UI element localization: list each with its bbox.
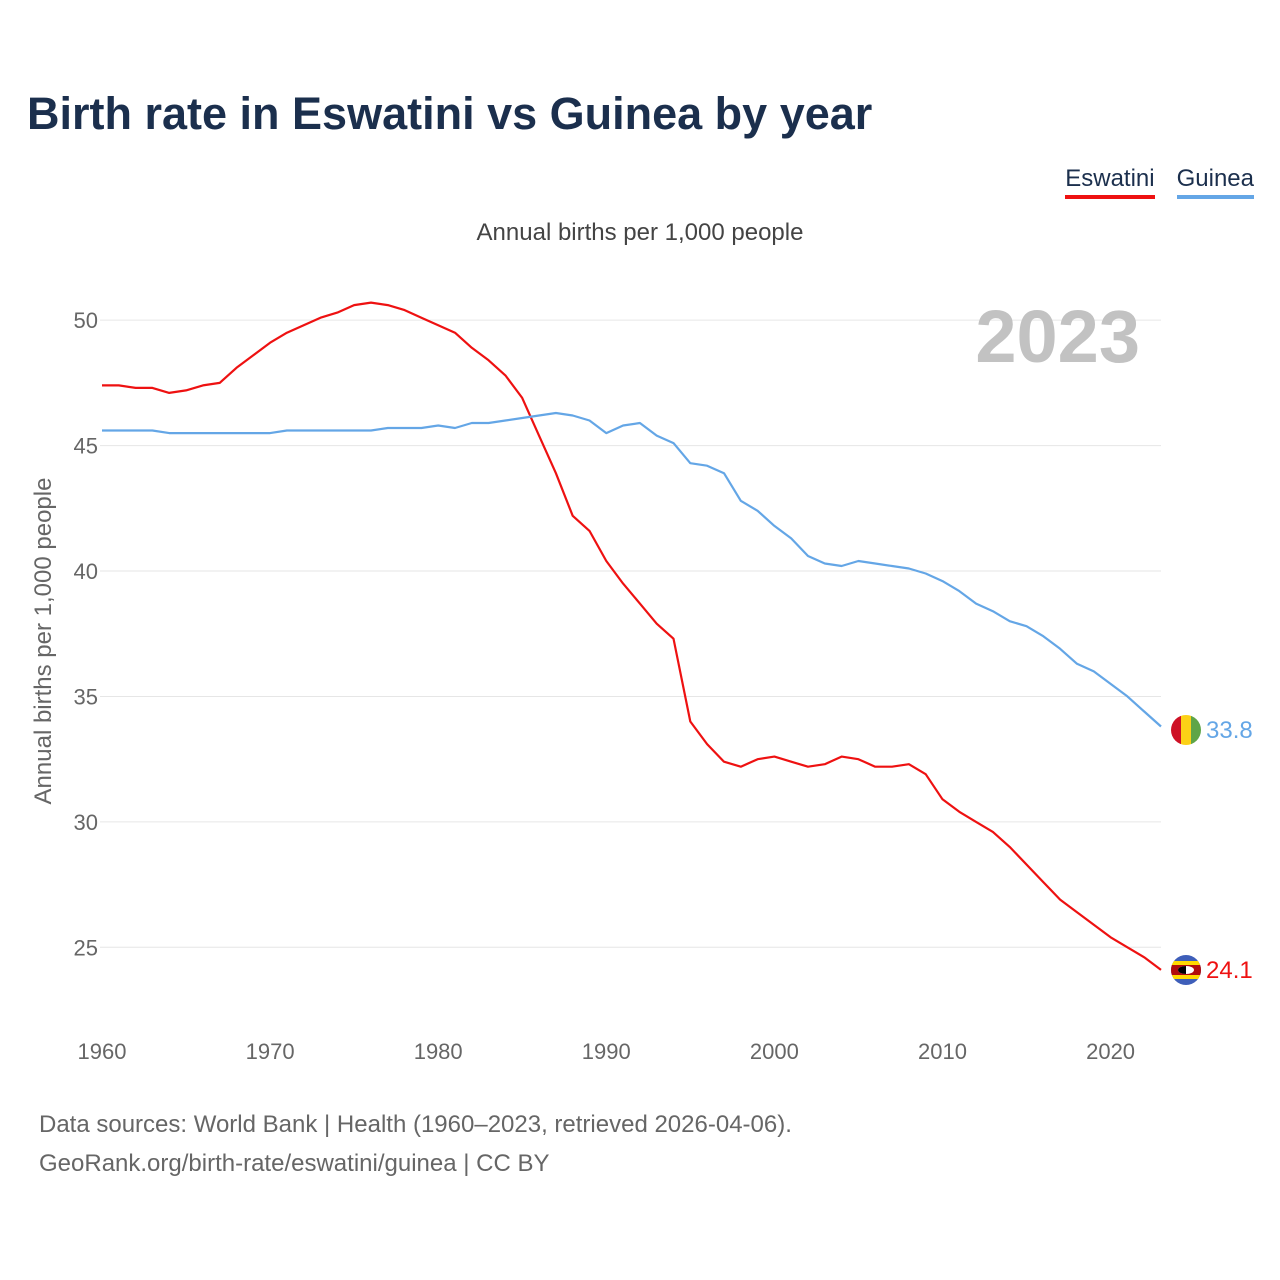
y-tick-label-50: 50: [74, 308, 98, 333]
x-tick-label-1960: 1960: [78, 1039, 127, 1064]
footer: Data sources: World Bank | Health (1960–…: [39, 1105, 792, 1183]
y-tick-label-35: 35: [74, 684, 98, 709]
legend: Eswatini Guinea: [1065, 165, 1254, 199]
chart-subtitle: Annual births per 1,000 people: [477, 219, 804, 246]
y-tick-label-45: 45: [74, 434, 98, 459]
legend-item-guinea[interactable]: Guinea: [1176, 165, 1254, 199]
series-lines: [102, 301, 1162, 971]
y-tick-label-30: 30: [74, 810, 98, 835]
year-watermark: 2023: [975, 295, 1140, 378]
series-line-guinea: [102, 411, 1162, 728]
footer-attribution: GeoRank.org/birth-rate/eswatini/guinea |…: [39, 1144, 792, 1183]
footer-license: | CC BY: [456, 1150, 550, 1177]
y-axis-label: Annual births per 1,000 people: [30, 478, 57, 805]
eswatini-flag-icon: [1171, 955, 1201, 985]
x-tick-label-2020: 2020: [1086, 1039, 1135, 1064]
y-tick-label-40: 40: [74, 559, 98, 584]
eswatini-end-label: 24.1: [1206, 957, 1253, 984]
x-tick-label-1970: 1970: [246, 1039, 295, 1064]
grid-lines: [100, 319, 1161, 948]
chart-title: Birth rate in Eswatini vs Guinea by year: [27, 88, 873, 139]
legend-item-eswatini[interactable]: Eswatini: [1065, 165, 1155, 199]
x-tick-label-1980: 1980: [414, 1039, 463, 1064]
guinea-end-label: 33.8: [1206, 717, 1253, 744]
x-tick-labels: 1960 1970 1980 1990 2000 2010 2020: [78, 1039, 1136, 1064]
footer-sources: Data sources: World Bank | Health (1960–…: [39, 1111, 792, 1138]
series-line-eswatini: [102, 301, 1162, 971]
x-tick-label-2010: 2010: [918, 1039, 967, 1064]
x-tick-label-2000: 2000: [750, 1039, 799, 1064]
y-tick-labels: 25 30 35 40 45 50: [74, 308, 98, 960]
footer-link[interactable]: GeoRank.org/birth-rate/eswatini/guinea: [39, 1150, 457, 1177]
x-tick-label-1990: 1990: [582, 1039, 631, 1064]
y-tick-label-25: 25: [74, 935, 98, 960]
guinea-flag-icon: [1171, 715, 1201, 745]
